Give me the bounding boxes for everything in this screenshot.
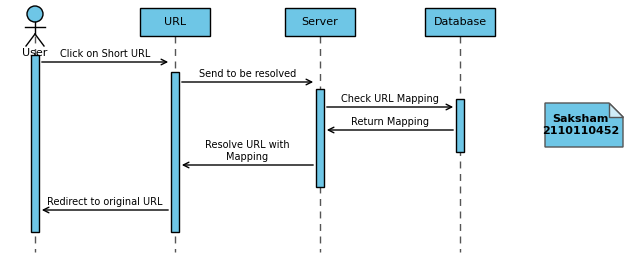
Bar xyxy=(456,99,464,152)
Circle shape xyxy=(27,6,43,22)
Bar xyxy=(140,8,210,36)
Text: URL: URL xyxy=(164,17,186,27)
Text: Redirect to original URL: Redirect to original URL xyxy=(47,197,163,207)
Polygon shape xyxy=(609,103,623,117)
Text: Resolve URL with
Mapping: Resolve URL with Mapping xyxy=(205,140,290,162)
Text: Check URL Mapping: Check URL Mapping xyxy=(341,94,439,104)
Bar xyxy=(316,89,324,187)
Bar xyxy=(285,8,355,36)
Text: Send to be resolved: Send to be resolved xyxy=(199,69,296,79)
Bar xyxy=(171,72,179,232)
Text: Click on Short URL: Click on Short URL xyxy=(60,49,150,59)
Text: Server: Server xyxy=(302,17,338,27)
Text: Database: Database xyxy=(434,17,486,27)
Bar xyxy=(31,55,39,232)
Polygon shape xyxy=(545,103,623,147)
Bar xyxy=(425,8,495,36)
Text: User: User xyxy=(22,48,48,58)
Text: Saksham
2110110452: Saksham 2110110452 xyxy=(542,114,619,136)
Text: Return Mapping: Return Mapping xyxy=(351,117,429,127)
